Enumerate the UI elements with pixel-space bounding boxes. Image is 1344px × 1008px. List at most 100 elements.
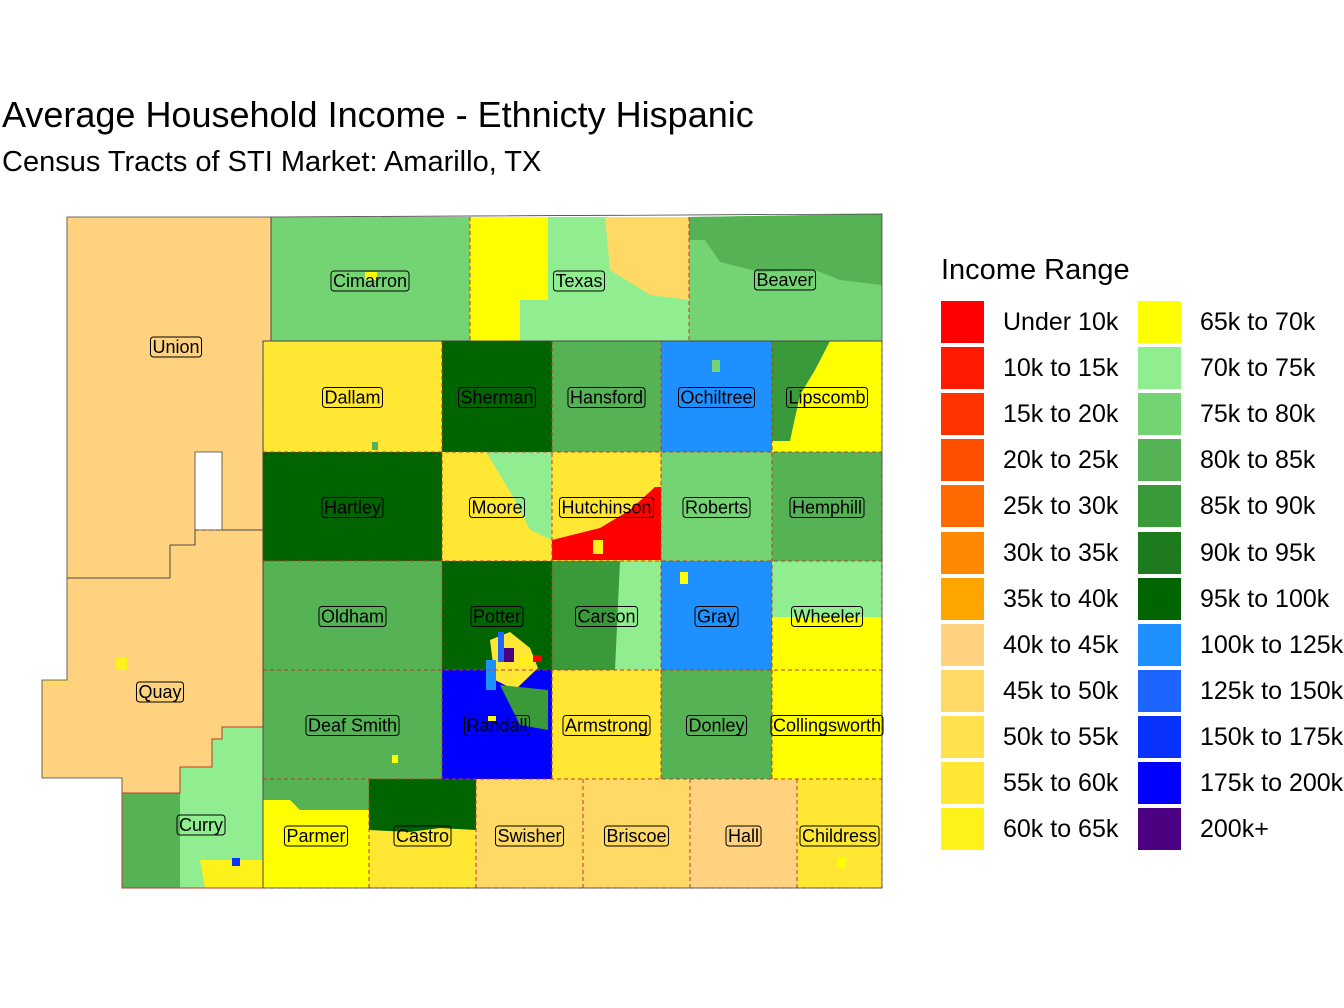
svg-text:Wheeler: Wheeler	[793, 607, 860, 627]
county-hartley	[263, 452, 442, 561]
county-label-beaver: Beaver	[753, 269, 817, 291]
county-gray	[661, 561, 772, 670]
county-union	[67, 217, 271, 578]
svg-text:Sherman: Sherman	[460, 388, 533, 408]
svg-text:Moore: Moore	[471, 498, 522, 518]
svg-text:Beaver: Beaver	[756, 270, 813, 290]
legend-label: 100k to 125k	[1200, 630, 1344, 659]
tract-patch	[838, 858, 846, 868]
legend-swatch	[941, 715, 984, 758]
county-label-hutchinson: Hutchinson	[558, 497, 655, 518]
legend-swatch	[941, 347, 984, 390]
tract-patch	[605, 217, 689, 300]
county-label-castro: Castro	[393, 825, 452, 847]
legend-swatch	[941, 577, 984, 620]
county-deaf-smith	[263, 670, 442, 779]
tract-patch	[488, 715, 496, 721]
legend-swatch	[941, 393, 984, 436]
tract-patch	[486, 452, 552, 540]
county-labels: Union Quay Curry Cimarron Texas Beaver Dallam S…	[135, 269, 884, 847]
svg-text:Collingsworth: Collingsworth	[773, 716, 881, 736]
legend-swatch	[1138, 669, 1181, 712]
county-label-hall: Hall	[725, 825, 762, 847]
county-hansford	[552, 341, 661, 452]
legend-label: 200k+	[1200, 815, 1269, 844]
legend-label: 20k to 25k	[1003, 446, 1119, 475]
svg-text:Hemphill: Hemphill	[792, 498, 862, 518]
county-label-dallam: Dallam	[321, 387, 384, 408]
legend-label: 150k to 175k	[1200, 722, 1344, 751]
legend-swatch	[941, 669, 984, 712]
county-quay	[42, 530, 263, 793]
svg-text:Dallam: Dallam	[324, 388, 380, 408]
legend-label: Under 10k	[1003, 308, 1119, 336]
legend-label: 125k to 150k	[1200, 676, 1344, 705]
svg-text:Union: Union	[152, 337, 199, 357]
svg-text:Briscoe: Briscoe	[606, 826, 666, 846]
county-label-oldham: Oldham	[318, 606, 387, 627]
svg-text:Hansford: Hansford	[570, 388, 643, 408]
svg-text:Lipscomb: Lipscomb	[788, 388, 865, 408]
svg-text:Castro: Castro	[396, 826, 449, 846]
legend-swatch	[941, 301, 984, 343]
county-label-hemphill: Hemphill	[789, 497, 865, 518]
county-label-wheeler: Wheeler	[790, 606, 864, 627]
legend-label: 25k to 30k	[1003, 492, 1119, 521]
county-hall	[690, 779, 797, 888]
tract-patch	[498, 632, 504, 662]
tract-patch	[232, 858, 240, 866]
county-label-deaf-smith: Deaf Smith	[305, 715, 400, 736]
county-dallam	[263, 341, 442, 452]
tract-patch	[533, 655, 542, 662]
legend-label: 95k to 100k	[1200, 584, 1330, 613]
legend-label: 50k to 55k	[1003, 722, 1119, 751]
svg-text:Randall: Randall	[466, 716, 527, 736]
county-label-sherman: Sherman	[457, 387, 537, 408]
legend-label: 80k to 85k	[1200, 446, 1316, 475]
legend-swatch	[1138, 393, 1181, 436]
tract-details	[44, 214, 882, 888]
svg-text:Gray: Gray	[697, 607, 736, 627]
tract-patch	[772, 341, 830, 441]
legend-swatch	[941, 762, 984, 804]
county-collingsworth	[772, 670, 882, 779]
county-label-armstrong: Armstrong	[562, 715, 651, 736]
county-label-briscoe: Briscoe	[603, 825, 670, 847]
svg-text:Donley: Donley	[688, 716, 744, 736]
legend-swatch	[1138, 531, 1181, 574]
county-label-gray: Gray	[694, 606, 739, 627]
legend-label: 35k to 40k	[1003, 584, 1119, 613]
legend-label: 45k to 50k	[1003, 676, 1119, 705]
tract-patch	[552, 487, 661, 560]
legend-title: Income Range	[941, 254, 1130, 286]
county-label-carson: Carson	[574, 606, 639, 627]
legend-label: 55k to 60k	[1003, 769, 1119, 797]
legend-label: 60k to 65k	[1003, 815, 1119, 844]
county-label-collingsworth: Collingsworth	[770, 715, 884, 736]
county-armstrong	[552, 670, 661, 779]
tract-patch	[44, 680, 67, 686]
svg-text:Hutchinson: Hutchinson	[561, 498, 651, 518]
legend-label: 70k to 75k	[1200, 354, 1316, 383]
svg-text:Parmer: Parmer	[286, 826, 345, 846]
svg-text:Hartley: Hartley	[324, 498, 381, 518]
legend-label: 30k to 35k	[1003, 538, 1119, 567]
county-label-childress: Childress	[799, 825, 880, 847]
map-subtitle: Census Tracts of STI Market: Amarillo, T…	[2, 146, 542, 178]
county-label-potter: Potter	[470, 606, 524, 627]
legend-swatch	[1138, 347, 1181, 390]
legend-label: 175k to 200k	[1200, 769, 1344, 797]
legend-swatch	[1138, 762, 1181, 804]
county-sherman	[442, 341, 552, 452]
legend-swatch	[941, 531, 984, 574]
county-briscoe	[583, 779, 690, 888]
tract-patch	[712, 360, 720, 372]
county-roberts	[661, 452, 772, 561]
county-label-union: Union	[149, 336, 203, 358]
legend-swatch	[1138, 485, 1181, 528]
legend-label: 85k to 90k	[1200, 492, 1316, 521]
county-label-hartley: Hartley	[321, 497, 384, 518]
county-label-hansford: Hansford	[567, 387, 646, 408]
legend-swatch	[1138, 623, 1181, 666]
